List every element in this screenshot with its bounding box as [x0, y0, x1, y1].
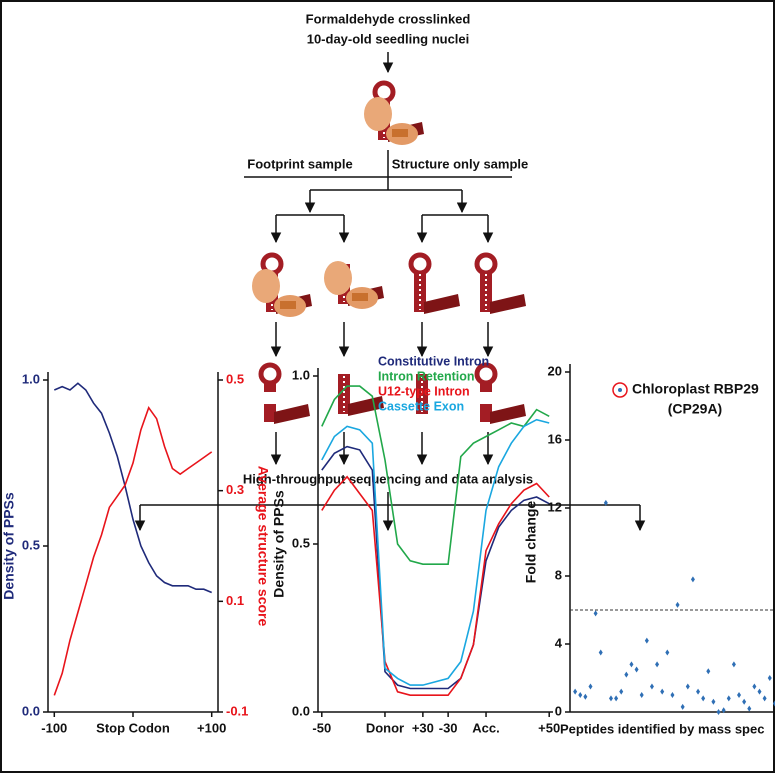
rna-icon [252, 255, 312, 317]
y-tick-label: 1.0 [292, 367, 310, 382]
data-point [634, 666, 639, 673]
y-tick-label: 0.0 [22, 703, 40, 718]
data-point [675, 601, 680, 608]
y-tick-label: 4 [555, 635, 563, 650]
data-point [578, 692, 583, 698]
y-tick-label: 12 [548, 499, 562, 514]
title-line: Formaldehyde crosslinked [306, 11, 471, 26]
x-axis-label: Peptides identified by mass spec [560, 721, 764, 736]
data-point [603, 499, 608, 506]
series-line [53, 382, 213, 594]
x-tick-label: -30 [439, 720, 458, 735]
rna-fragment [477, 365, 526, 424]
rna-icon [364, 83, 424, 145]
data-point [737, 692, 742, 698]
legend-marker-dot [618, 388, 622, 392]
x-tick-label: -50 [312, 720, 331, 735]
data-point [742, 698, 747, 705]
y2-tick-label: -0.1 [226, 703, 248, 718]
data-point [624, 671, 629, 678]
y2-tick-label: 0.5 [226, 371, 244, 386]
x-tick-label: +100 [197, 720, 226, 735]
legend-label: Intron Retention [378, 369, 475, 383]
annotation: (CP29A) [668, 401, 722, 417]
data-point [690, 576, 695, 583]
x-tick-label: Acc. [472, 720, 499, 735]
data-point [588, 683, 593, 690]
series-line [321, 445, 550, 690]
x-tick-label: -100 [41, 720, 67, 735]
y-axis-label: Fold change [523, 501, 539, 584]
data-point [598, 649, 603, 656]
data-point [772, 700, 775, 707]
y-tick-label: 0.5 [292, 535, 310, 550]
data-point [660, 688, 665, 695]
rna-icon [477, 255, 526, 314]
series-line [53, 405, 213, 696]
y-tick-label: 8 [555, 567, 562, 582]
legend-label: Cassette Exon [378, 399, 464, 413]
data-point [711, 698, 716, 705]
y-tick-label: 20 [548, 363, 562, 378]
legend-marker [612, 382, 628, 398]
data-point [670, 692, 675, 698]
y-tick-label: 16 [548, 431, 562, 446]
series-line [321, 385, 550, 565]
legend-label: Chloroplast RBP29 [632, 381, 759, 397]
y-axis-label: Density of PPSs [271, 490, 287, 598]
data-point [721, 707, 726, 714]
title-line: 10-day-old seedling nuclei [307, 31, 470, 46]
y-axis-label: Density of PPSs [1, 492, 17, 600]
y2-tick-label: 0.3 [226, 482, 244, 497]
rna-icon [411, 255, 460, 314]
data-point [608, 695, 613, 702]
legend-label: U12-type Intron [378, 384, 470, 398]
data-point [685, 683, 690, 690]
data-point [583, 693, 588, 700]
data-point [696, 688, 701, 695]
series-line [321, 475, 550, 696]
data-point [752, 683, 757, 690]
data-point [767, 675, 772, 681]
data-point [655, 661, 660, 668]
data-point [762, 695, 767, 702]
data-point [731, 661, 736, 668]
data-point [644, 637, 649, 644]
data-point [629, 661, 634, 668]
y-tick-label: 0.0 [292, 703, 310, 718]
data-point [665, 649, 670, 656]
x-tick-label: Stop Codon [96, 720, 170, 735]
data-point [706, 668, 711, 675]
data-point [593, 610, 598, 617]
y2-tick-label: 0.1 [226, 593, 244, 608]
series-line [321, 418, 550, 686]
data-point [726, 695, 731, 702]
data-point [747, 705, 752, 712]
y-tick-label: 1.0 [22, 371, 40, 386]
y-tick-label: 0 [555, 703, 562, 718]
legend-label: Constitutive Intron [378, 354, 489, 368]
branch-label: Footprint sample [247, 156, 352, 171]
data-point [573, 688, 578, 695]
tree-lines [244, 150, 512, 466]
branch-label: Structure only sample [392, 156, 529, 171]
data-point [649, 683, 654, 690]
data-point [757, 688, 762, 695]
y-tick-label: 0.5 [22, 537, 40, 552]
data-point [639, 692, 644, 698]
x-tick-label: +30 [412, 720, 434, 735]
data-point [680, 703, 685, 710]
data-point [716, 709, 721, 715]
x-tick-label: +50 [538, 720, 560, 735]
tree-lines [134, 492, 646, 532]
rna-icon [324, 261, 384, 309]
x-tick-label: Donor [366, 720, 404, 735]
data-point [619, 688, 624, 695]
y2-axis-label: Average structure score [255, 466, 271, 627]
data-point [614, 695, 619, 702]
data-point [701, 695, 706, 702]
